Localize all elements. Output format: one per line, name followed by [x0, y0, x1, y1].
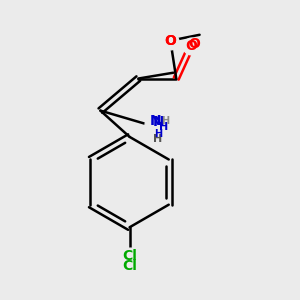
Text: N: N: [150, 114, 162, 128]
Text: H: H: [159, 122, 168, 132]
Text: Cl: Cl: [122, 250, 137, 263]
Text: H: H: [153, 134, 162, 144]
Text: O: O: [185, 40, 197, 53]
Text: O: O: [164, 34, 176, 48]
Text: H: H: [154, 129, 163, 139]
Text: N: N: [153, 115, 164, 129]
Text: O: O: [164, 34, 176, 48]
Text: Cl: Cl: [122, 260, 137, 273]
Text: O: O: [188, 37, 200, 50]
Text: H: H: [161, 116, 169, 126]
